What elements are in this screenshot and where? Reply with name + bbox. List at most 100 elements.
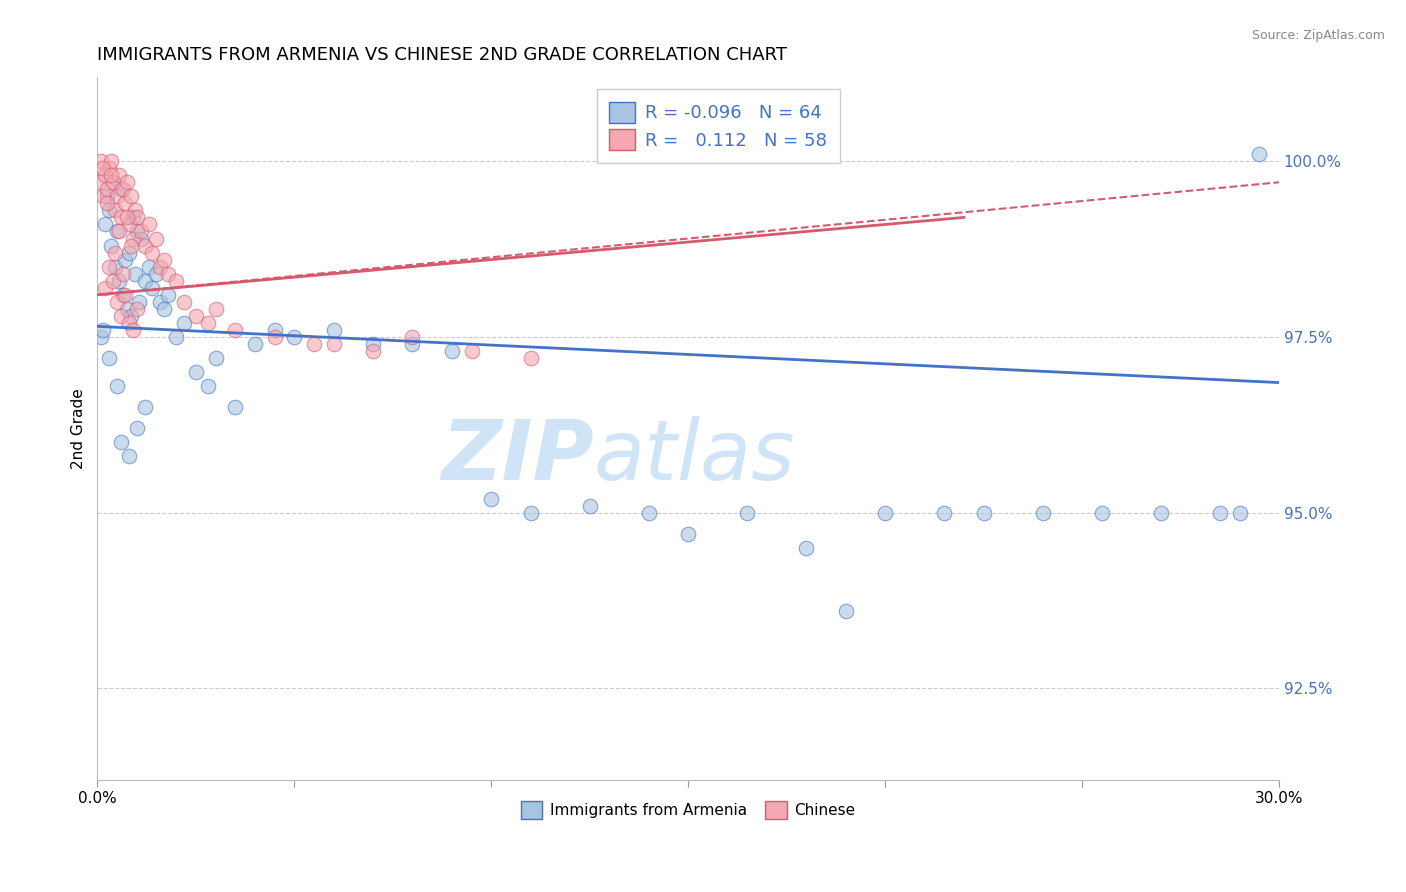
Point [121,211,143,225]
Point [120,309,142,323]
Point [145,267,167,281]
Point [115,211,138,225]
Point [1229,506,1251,520]
Point [197,379,219,393]
Point [98,260,121,274]
Point [121,231,143,245]
Point [111,267,134,281]
Point [98,161,121,176]
Text: IMMIGRANTS FROM ARMENIA VS CHINESE 2ND GRADE CORRELATION CHART: IMMIGRANTS FROM ARMENIA VS CHINESE 2ND G… [97,46,787,64]
Point [263,330,285,344]
Point [157,267,180,281]
Point [204,351,226,365]
Point [98,203,121,218]
Point [96,196,118,211]
Point [104,203,127,218]
Point [153,252,176,267]
Point [197,316,219,330]
Point [157,287,180,301]
Point [138,260,160,274]
Point [141,281,163,295]
Point [401,330,423,344]
Point [794,541,817,555]
Point [105,225,128,239]
Point [134,400,156,414]
Point [90,330,112,344]
Point [104,260,127,274]
Point [129,225,152,239]
Text: atlas: atlas [593,416,796,497]
Point [165,274,187,288]
Point [115,175,138,189]
Point [115,301,138,316]
Text: ZIP: ZIP [441,416,593,497]
Point [263,323,285,337]
Point [104,245,127,260]
Point [149,294,172,309]
Point [224,323,246,337]
Point [125,211,148,225]
Point [91,189,114,203]
Point [101,175,124,189]
Point [110,435,132,450]
Point [361,337,384,351]
Point [1032,506,1054,520]
Point [1249,147,1271,161]
Point [105,379,128,393]
Point [94,168,117,182]
Point [110,211,132,225]
Point [118,316,141,330]
Point [110,309,132,323]
Point [114,252,136,267]
Point [129,231,152,245]
Point [125,225,148,239]
Point [243,337,266,351]
Point [637,506,659,520]
Point [125,421,148,435]
Point [100,238,122,252]
Point [118,245,141,260]
Point [138,218,160,232]
Point [134,238,156,252]
Point [361,343,384,358]
Point [224,400,246,414]
Point [578,499,600,513]
Point [141,245,163,260]
Point [100,154,122,169]
Point [184,309,207,323]
Point [118,218,141,232]
Point [322,337,344,351]
Point [114,196,136,211]
Point [519,351,541,365]
Point [322,323,344,337]
Point [145,231,167,245]
Point [114,287,136,301]
Point [934,506,956,520]
Point [479,491,502,506]
Point [105,294,128,309]
Point [184,365,207,379]
Point [125,301,148,316]
Point [120,189,142,203]
Point [111,182,134,196]
Point [1150,506,1173,520]
Point [89,175,111,189]
Point [91,323,114,337]
Point [94,281,117,295]
Point [124,267,146,281]
Point [98,351,121,365]
Point [401,337,423,351]
Point [101,175,124,189]
Point [96,189,118,203]
Point [94,218,117,232]
Point [873,506,896,520]
Point [91,161,114,176]
Point [153,301,176,316]
Point [283,330,305,344]
Text: Source: ZipAtlas.com: Source: ZipAtlas.com [1251,29,1385,42]
Point [149,260,172,274]
Point [100,168,122,182]
Point [834,604,856,618]
Point [134,274,156,288]
Point [101,274,124,288]
